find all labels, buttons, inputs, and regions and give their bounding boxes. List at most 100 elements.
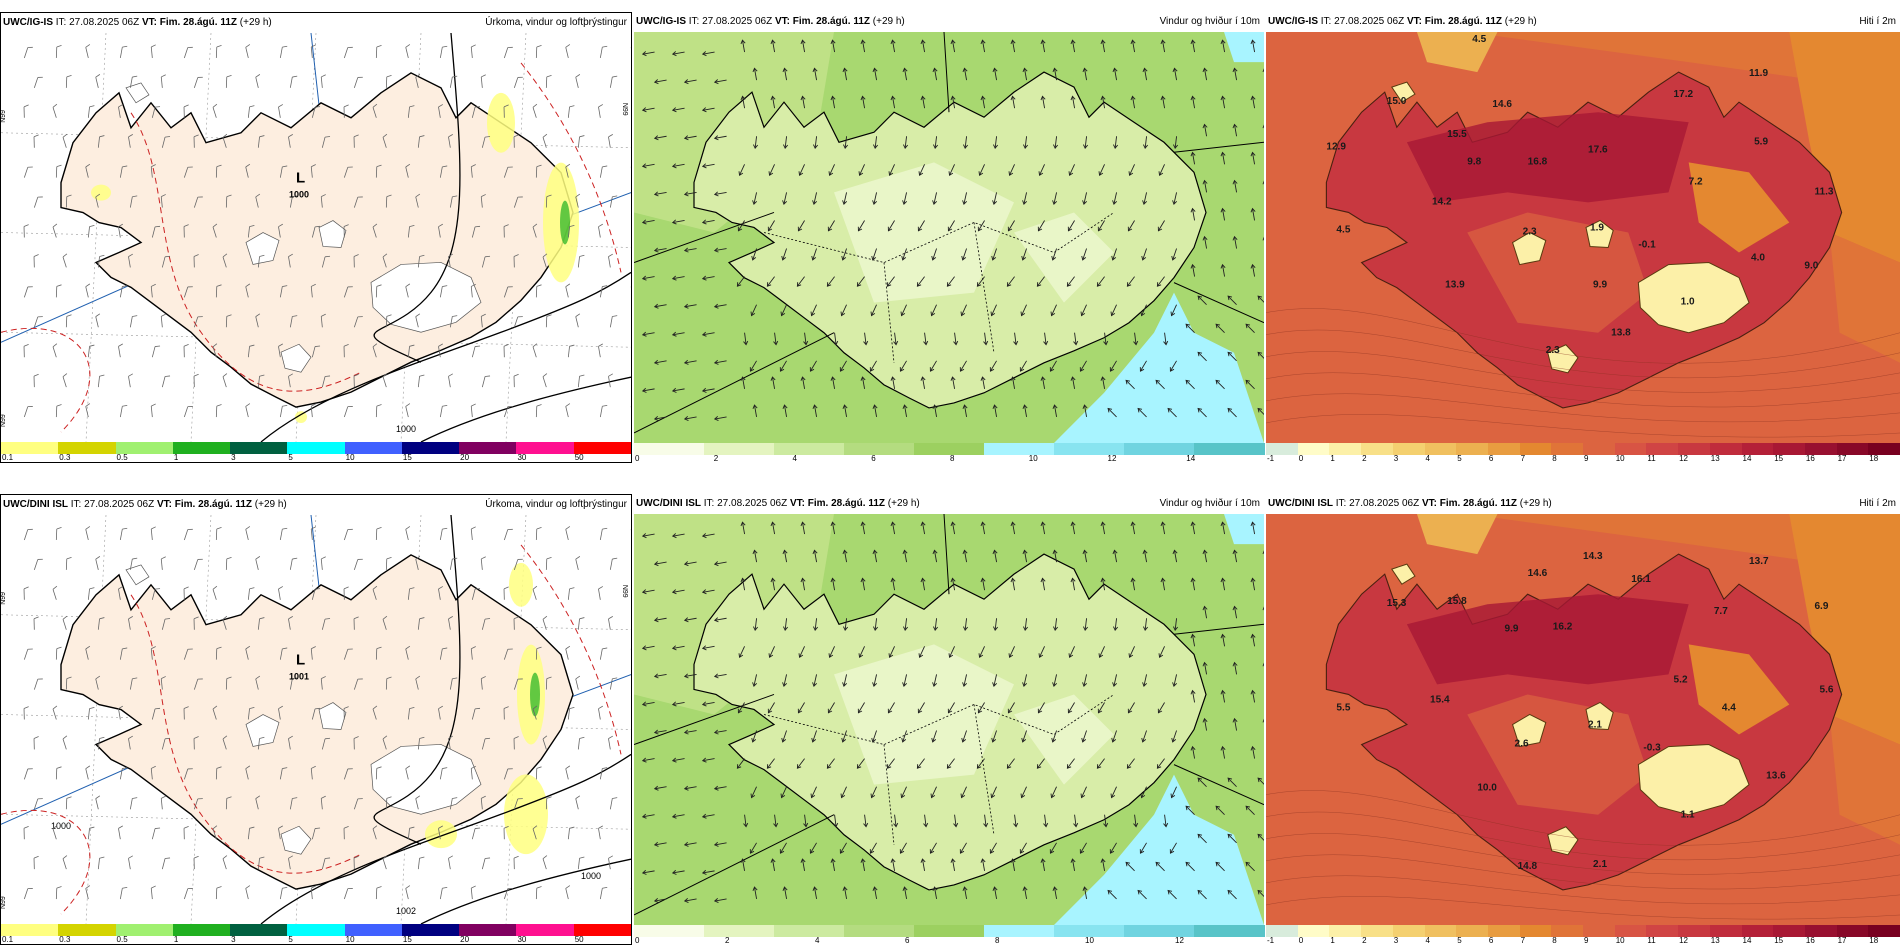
wind-barb <box>575 77 579 88</box>
wind-barb <box>66 796 72 799</box>
wind-barb <box>409 105 415 108</box>
wind-barb <box>439 286 443 298</box>
wind-barb <box>372 589 377 600</box>
wind-barb <box>289 76 293 88</box>
precip-area <box>530 672 540 717</box>
wind-arrow <box>1068 702 1075 714</box>
wind-arrow <box>1220 577 1226 583</box>
wind-arrow <box>870 311 876 317</box>
temp-field <box>1688 162 1790 253</box>
wind-arrow <box>1037 708 1043 714</box>
wind-arrow <box>751 737 757 743</box>
wind-arrow <box>1234 662 1238 675</box>
colorbar-tick-label: 12 <box>1175 936 1184 945</box>
wind-barb <box>97 136 100 148</box>
wind-arrow <box>811 737 817 743</box>
wind-barb <box>87 346 90 358</box>
wind-arrow <box>931 304 937 316</box>
wind-arrow <box>1083 626 1089 632</box>
wind-arrow <box>1070 858 1076 863</box>
wind-barb <box>353 197 359 208</box>
wind-barb <box>503 706 509 709</box>
wind-barb <box>23 888 29 900</box>
wind-arrow <box>767 708 773 714</box>
wind-barb <box>52 828 57 840</box>
colorbar-swatch <box>914 443 985 455</box>
wind-arrow <box>653 79 659 85</box>
wind-arrow <box>1008 653 1014 659</box>
wind-barb <box>405 885 411 889</box>
wind-arrow <box>899 367 905 372</box>
wind-arrow <box>812 404 818 409</box>
wind-arrow <box>773 822 779 828</box>
wind-arrow <box>713 897 719 903</box>
wind-arrow <box>954 814 957 827</box>
wind-arrow <box>683 897 689 903</box>
graticule-line <box>943 32 950 113</box>
wind-barb <box>481 256 486 268</box>
wind-arrow <box>1126 764 1132 769</box>
wind-barb <box>325 136 331 138</box>
wind-arrow <box>1072 96 1076 109</box>
wind-arrow <box>672 220 685 223</box>
wind-barb <box>382 137 387 148</box>
wind-barb <box>212 708 217 720</box>
wind-barb <box>245 44 251 48</box>
wind-arrow <box>1020 842 1027 854</box>
wind-arrow <box>990 360 997 372</box>
wind-arrow <box>1190 521 1196 527</box>
wind-barb <box>536 404 542 407</box>
wind-barb <box>471 708 476 720</box>
wind-arrow <box>1257 777 1264 785</box>
high-wind-area <box>1224 32 1264 63</box>
wind-barb <box>278 226 281 238</box>
wind-arrow <box>714 842 727 846</box>
wind-barb <box>129 316 133 328</box>
wind-barb <box>602 165 608 168</box>
wind-barb <box>118 588 121 600</box>
temperature-value-label: 6.9 <box>1814 601 1828 612</box>
wind-barb <box>609 678 613 690</box>
wind-arrow <box>829 646 835 658</box>
wind-barb <box>386 676 392 679</box>
wind-arrow <box>1112 248 1117 261</box>
wind-arrow <box>977 708 983 714</box>
wind-barb <box>599 648 603 660</box>
colorbar-tick-label: 30 <box>517 453 527 462</box>
wind-arrow <box>1044 814 1047 827</box>
wind-barb <box>513 679 519 690</box>
wind-arrow <box>1185 323 1195 334</box>
wind-arrow <box>1022 549 1028 555</box>
wind-arrow <box>770 376 776 381</box>
wind-arrow <box>904 136 908 149</box>
wind-barb <box>343 825 349 829</box>
wind-barb <box>470 286 473 298</box>
wind-arrow <box>742 522 746 535</box>
wind-barb <box>579 736 585 739</box>
wind-arrow <box>672 388 685 392</box>
wind-arrow <box>1006 282 1012 287</box>
lead-time: (+29 h) <box>872 16 905 27</box>
wind-barb <box>438 828 441 840</box>
wind-arrow <box>751 304 757 316</box>
wind-barb <box>255 74 261 78</box>
wind-barb <box>565 403 571 407</box>
colorbar-swatch <box>230 442 288 454</box>
wind-arrow <box>1036 764 1042 769</box>
wind-arrow <box>922 40 926 53</box>
wind-barb <box>249 344 255 347</box>
colorbar-tick-label: 10 <box>1028 454 1038 463</box>
temperature-value-label: 15.5 <box>1447 129 1467 140</box>
wind-arrow <box>671 275 677 281</box>
wind-barb <box>405 526 411 530</box>
colorbar-swatch <box>1836 443 1869 455</box>
wind-barbs <box>23 44 631 418</box>
wind-barb <box>503 649 509 660</box>
wind-barb <box>471 828 476 840</box>
wind-arrow <box>1052 404 1058 409</box>
wind-barb <box>183 286 189 298</box>
wind-arrow <box>1021 304 1027 316</box>
wind-arrow <box>1232 179 1238 185</box>
wind-arrow <box>1134 814 1137 827</box>
wind-arrow <box>749 849 755 854</box>
